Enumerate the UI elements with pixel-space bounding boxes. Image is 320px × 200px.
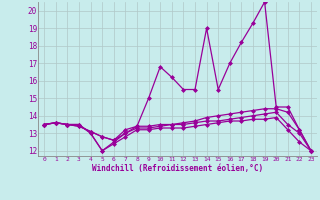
X-axis label: Windchill (Refroidissement éolien,°C): Windchill (Refroidissement éolien,°C) (92, 164, 263, 173)
